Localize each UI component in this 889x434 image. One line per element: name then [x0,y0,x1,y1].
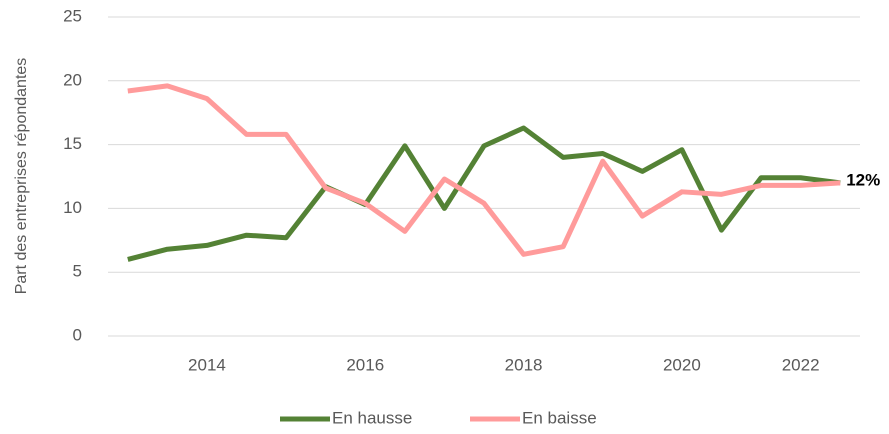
line [127,83,841,257]
y-axis-label: Part des entreprises répondantes [13,58,30,295]
line [127,125,841,262]
y-tick-label: 5 [73,262,82,281]
legend-label: En baisse [522,408,597,427]
x-tick-label: 2016 [346,355,384,374]
y-tick-label: 20 [63,70,82,89]
x-tick-label: 2014 [188,355,226,374]
y-tick-label: 0 [73,325,82,344]
y-tick-label: 25 [63,6,82,25]
y-tick-label: 10 [63,198,82,217]
y-tick-label: 15 [63,134,82,153]
x-tick-label: 2018 [505,355,543,374]
x-tick-label: 2022 [782,355,820,374]
x-tick-label: 2020 [663,355,701,374]
data-label: 12% [846,170,880,189]
legend-label: En hausse [332,408,412,427]
